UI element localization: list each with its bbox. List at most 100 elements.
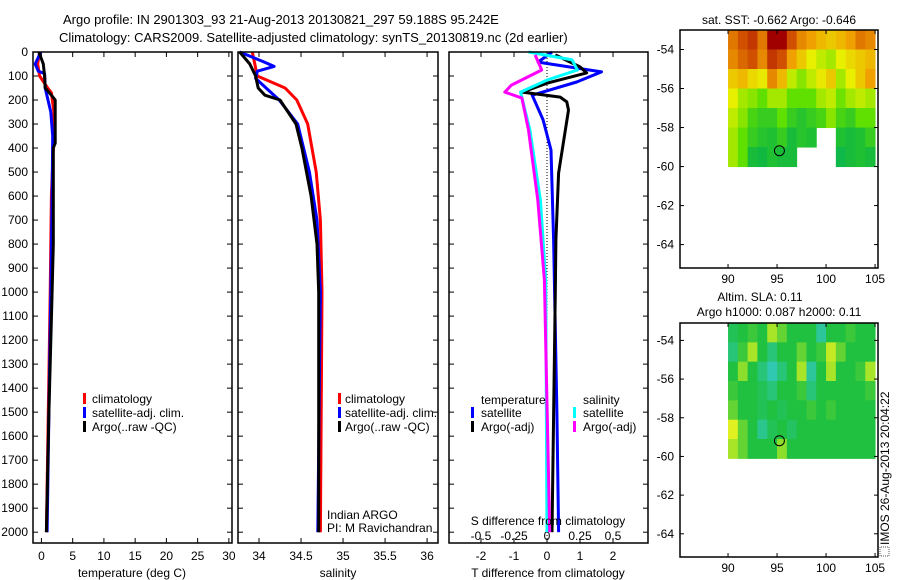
map-cell (777, 419, 788, 440)
map-cell (728, 30, 739, 51)
map-cell (835, 49, 847, 70)
credit-line-2: PI: M Ravichandran (327, 521, 432, 535)
map-cell (835, 361, 847, 382)
map-cell (747, 30, 758, 51)
map-cell (796, 400, 807, 421)
series-line-salinity-satellite (519, 50, 579, 533)
map-cell (777, 323, 788, 343)
map-cell (767, 49, 778, 70)
imos-timestamp: IMOS 26-Aug-2013 20:04:22 (878, 391, 892, 545)
legend-label-satellite: satellite-adj. clim. (345, 406, 437, 420)
map-cell (806, 381, 817, 401)
map-cell (796, 381, 807, 401)
map-cell (747, 127, 758, 148)
map-cell (835, 127, 847, 148)
series-line-climatology (250, 51, 324, 533)
map-cell (747, 147, 758, 168)
map-cell (865, 88, 876, 109)
map-cell (737, 108, 749, 129)
map-cell (747, 342, 758, 363)
depth-tick-label: 500 (8, 165, 28, 179)
map-cell (747, 419, 758, 440)
x-tick-label: 36 (420, 549, 434, 563)
argo-location-marker (773, 145, 785, 157)
map-cell (845, 361, 856, 382)
map-cell (806, 108, 817, 129)
map-cell (865, 342, 876, 363)
map-cell (796, 419, 807, 440)
plot-panels: 0100200300400500600700800900100011001200… (1, 29, 885, 575)
map-cell (737, 439, 749, 459)
map-cell (816, 323, 827, 343)
salinity-xlabel: salinity (320, 566, 357, 580)
map-cell (767, 30, 778, 51)
x-tick-label: 10 (97, 549, 111, 563)
map-cell (728, 88, 739, 109)
map-cell (728, 439, 739, 459)
map-cell (757, 400, 768, 421)
map-cell (737, 88, 749, 109)
map-cell (757, 342, 768, 363)
map-cell (786, 342, 798, 363)
map-cell (728, 147, 739, 168)
map-cell (796, 361, 807, 382)
x-tick-label: 35 (336, 549, 350, 563)
map-cell (747, 88, 758, 109)
map-cell (855, 323, 866, 343)
x-tick-label: -2 (476, 549, 487, 563)
x-tick-label: 15 (128, 549, 142, 563)
legend-swatch-t-satellite (471, 407, 474, 418)
map-cell (737, 400, 749, 421)
map-cell (826, 381, 837, 401)
map-cell (865, 439, 876, 459)
map-cell (826, 108, 837, 129)
map-cell (728, 400, 739, 421)
x-tick-label: 35.5 (373, 549, 397, 563)
legend-label-s-argo: Argo(-adj) (583, 420, 636, 434)
imos-logo-icon (879, 546, 890, 557)
legend-heading-salinity: salinity (583, 393, 620, 407)
sla_map: 90 95 100 105 -54 -56 -58 -60 -62 -64 (657, 322, 885, 575)
depth-tick-label: 100 (8, 69, 28, 83)
map-cell (777, 30, 788, 51)
x-tick-label: 2 (610, 549, 617, 563)
sla-map-subtitle: Argo h1000: 0.087 h2000: 0.11 (697, 305, 862, 319)
map-cell (865, 127, 876, 148)
map-cell (757, 381, 768, 401)
map-cell (855, 49, 866, 70)
map-cell (826, 439, 837, 459)
map-cell (737, 323, 749, 343)
map-cell (806, 323, 817, 343)
map-cell (767, 127, 778, 148)
map-cell (796, 49, 807, 70)
map-cell (865, 381, 876, 401)
map-cell (767, 361, 778, 382)
map-cell (845, 108, 856, 129)
map-cell (728, 49, 739, 70)
map-cell (786, 419, 798, 440)
map-cell (835, 323, 847, 343)
map-cell (855, 400, 866, 421)
map-cell (728, 342, 739, 363)
depth-tick-label: 1400 (1, 381, 28, 395)
map-cell (747, 400, 758, 421)
map-cell (845, 88, 856, 109)
map-cell (826, 69, 837, 90)
map-cell (855, 147, 866, 168)
map-cell (737, 147, 749, 168)
map-cell (767, 108, 778, 129)
map-cell (816, 49, 827, 70)
map-cell (757, 108, 768, 129)
map-cell (786, 439, 798, 459)
map-cell (777, 439, 788, 459)
latitude-tick-label: -64 (657, 238, 675, 252)
map-cell (757, 30, 768, 51)
map-cell (777, 361, 788, 382)
depth-tick-label: 900 (8, 261, 28, 275)
map-cell (865, 323, 876, 343)
map-cell (826, 30, 837, 51)
map-cell (747, 108, 758, 129)
map-cell (845, 381, 856, 401)
map-cell (845, 323, 856, 343)
